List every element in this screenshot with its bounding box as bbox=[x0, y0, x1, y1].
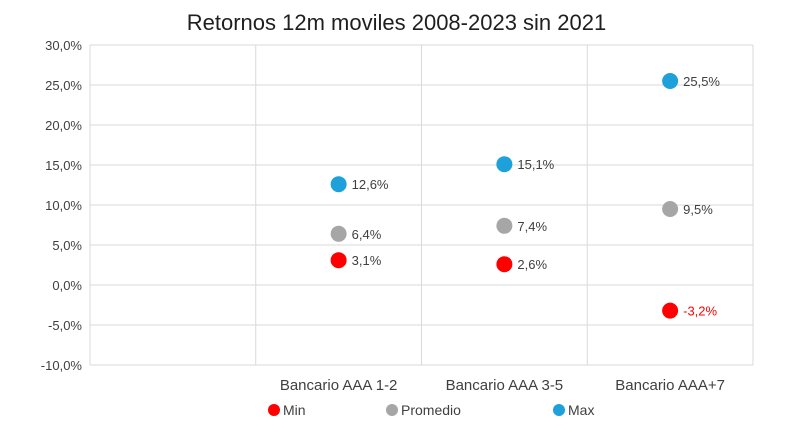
x-tick-label: Bancario AAA+7 bbox=[615, 377, 725, 394]
legend-marker bbox=[268, 404, 280, 416]
plot-area: 30,0% 25,0% 20,0% 15,0% 10,0% 5,0% 0,0% -5,0% -1… bbox=[41, 38, 754, 394]
chart-title: Retornos 12m moviles 2008-2023 sin 2021 bbox=[186, 10, 607, 35]
legend-marker bbox=[386, 404, 398, 416]
data-point-promedio bbox=[330, 225, 347, 242]
data-point-promedio bbox=[662, 201, 679, 217]
data-point-promedio bbox=[496, 217, 513, 234]
x-tick-label: Bancario AAA 3-5 bbox=[446, 377, 564, 394]
legend-item-promedio: Promedio bbox=[386, 402, 461, 418]
y-tick-label: 10,0% bbox=[45, 198, 82, 213]
data-label-max: 12,6% bbox=[352, 177, 389, 192]
data-label-promedio: 6,4% bbox=[352, 227, 382, 242]
data-label-min: 3,1% bbox=[352, 253, 382, 268]
y-tick-label: -5,0% bbox=[48, 318, 82, 333]
legend-label: Max bbox=[568, 402, 595, 418]
y-tick-label: 30,0% bbox=[45, 38, 82, 53]
data-label-promedio: 9,5% bbox=[683, 202, 713, 217]
data-point-min bbox=[662, 302, 679, 319]
data-point-max bbox=[662, 73, 679, 89]
data-label-min: 2,6% bbox=[517, 257, 547, 272]
x-tick-label: Bancario AAA 1-2 bbox=[280, 377, 398, 394]
data-point-max bbox=[330, 176, 347, 193]
y-tick-label: -10,0% bbox=[41, 358, 83, 373]
legend-label: Promedio bbox=[401, 402, 461, 418]
legend-item-min: Min bbox=[268, 402, 306, 418]
y-tick-label: 25,0% bbox=[45, 78, 82, 93]
legend-label: Min bbox=[283, 402, 306, 418]
y-tick-label: 15,0% bbox=[45, 158, 82, 173]
legend-item-max: Max bbox=[553, 402, 594, 418]
data-label-min: -3,2% bbox=[683, 304, 717, 319]
y-tick-label: 0,0% bbox=[52, 278, 82, 293]
y-tick-label: 20,0% bbox=[45, 118, 82, 133]
data-point-min bbox=[496, 256, 513, 273]
data-label-max: 15,1% bbox=[517, 157, 554, 172]
data-label-max: 25,5% bbox=[683, 74, 720, 89]
legend-marker bbox=[553, 404, 565, 416]
data-point-max bbox=[496, 156, 513, 173]
data-point-min bbox=[330, 252, 347, 269]
data-label-promedio: 7,4% bbox=[517, 219, 547, 234]
y-tick-label: 5,0% bbox=[52, 238, 82, 253]
legend: Min Promedio Max bbox=[0, 402, 793, 424]
